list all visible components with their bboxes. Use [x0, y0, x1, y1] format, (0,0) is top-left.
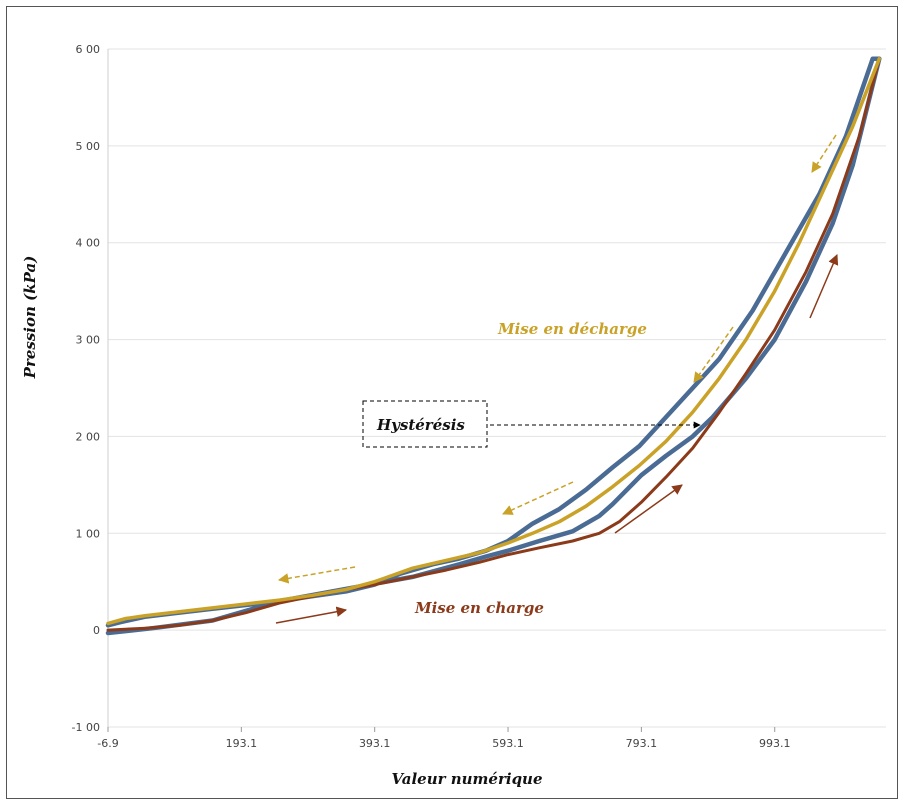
y-axis-title: Pression (kPa)	[21, 256, 39, 380]
annotation-mise-en-charge: Mise en charge	[414, 599, 544, 617]
loading-arrow-1	[275, 606, 348, 624]
unloading-arrow-1	[811, 134, 837, 173]
y-tick-label: 2 00	[76, 430, 101, 443]
y-tick-label: 5 00	[76, 140, 101, 153]
annotation-mise-en-decharge: Mise en décharge	[497, 320, 647, 338]
hysteresis-box	[362, 400, 488, 448]
y-tick-label: 6 00	[76, 43, 101, 56]
y-tick-label: 0	[93, 624, 100, 637]
chart-frame: -1 00 0 1 00 2 00 3 00 4 00 5 00 6 00 -6.9 193.1 3…	[6, 6, 898, 799]
unloading-arrow-3	[502, 481, 574, 515]
loading-arrow-2	[614, 484, 683, 534]
x-tick-label: 193.1	[226, 737, 258, 750]
unloading-series-line	[106, 56, 882, 626]
axes: -1 00 0 1 00 2 00 3 00 4 00 5 00 6 00 -6.9 193.1 3…	[72, 43, 791, 750]
y-tick-label: 3 00	[76, 334, 101, 347]
annotation-hysteresis: Hystérésis	[376, 416, 465, 434]
x-tick-label: 793.1	[626, 737, 658, 750]
x-tick-label: 393.1	[359, 737, 391, 750]
x-tick-label: 593.1	[492, 737, 524, 750]
unloading-arrow-2	[693, 326, 734, 383]
y-tick-label: 1 00	[76, 527, 101, 540]
pressure-hysteresis-chart: -1 00 0 1 00 2 00 3 00 4 00 5 00 6 00 -6.9 193.1 3…	[21, 43, 886, 788]
loading-arrow-3	[809, 254, 839, 319]
x-tick-label: -6.9	[97, 737, 118, 750]
x-axis-title: Valeur numérique	[391, 770, 542, 788]
annotations: Mise en décharge Mise en charge Hystérés…	[275, 134, 839, 624]
loading-series-line	[106, 57, 881, 632]
unloading-arrow-4	[277, 566, 356, 584]
y-tick-label: 4 00	[76, 237, 101, 250]
x-tick-label: 993.1	[759, 737, 791, 750]
grid-lines	[108, 48, 886, 728]
y-tick-label: -1 00	[72, 721, 100, 734]
series-layer	[105, 56, 882, 636]
